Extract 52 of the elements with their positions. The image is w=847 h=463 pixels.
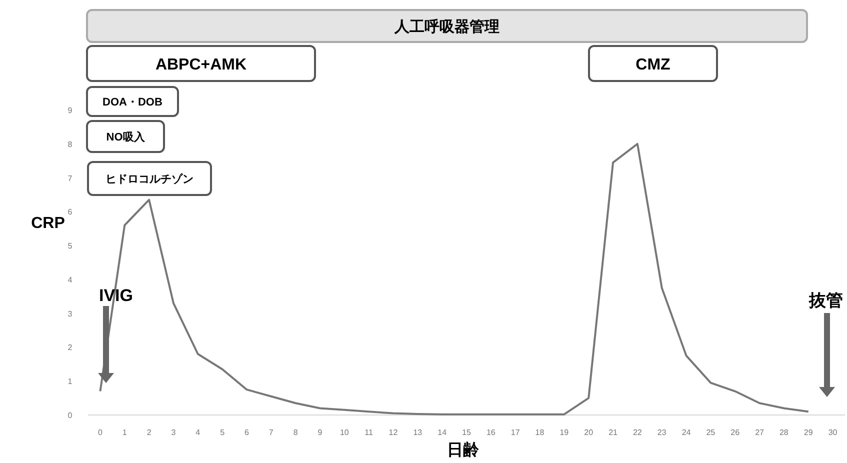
x-tick-label: 12 — [388, 428, 398, 437]
annotation: NO吸入 — [106, 130, 146, 144]
y-tick-label: 2 — [68, 343, 73, 352]
x-tick-label: 1 — [122, 428, 128, 437]
x-tick-label: 20 — [584, 428, 594, 437]
x-tick-label: 7 — [268, 428, 274, 437]
y-axis-title: CRP — [31, 215, 66, 232]
x-tick-label: 10 — [340, 428, 350, 437]
x-tick-label: 5 — [220, 428, 226, 437]
text: ABPC+AMK — [155, 56, 247, 74]
x-tick-label: 13 — [413, 428, 423, 437]
y-tick-label: 9 — [68, 106, 73, 115]
x-tick-label: 27 — [755, 428, 765, 437]
x-tick-label: 14 — [438, 428, 448, 437]
y-tick-label: 8 — [68, 140, 73, 149]
y-tick-label: 0 — [68, 411, 73, 420]
x-tick-label: 30 — [828, 428, 838, 437]
x-tick-label: 8 — [293, 428, 298, 437]
x-tick-label: 11 — [364, 428, 374, 437]
annotation: IVIG — [98, 286, 134, 305]
x-tick-label: 16 — [486, 428, 496, 437]
annotation: ヒドロコルチゾン — [106, 172, 194, 186]
x-tick-label: 15 — [462, 428, 472, 437]
y-tick-label: 7 — [68, 174, 73, 183]
x-tick-label: 28 — [780, 428, 789, 437]
y-tick-label: 6 — [68, 208, 73, 217]
x-tick-label: 24 — [682, 428, 692, 437]
text: DOA・DOB — [102, 96, 162, 108]
x-tick-label: 2 — [146, 428, 152, 437]
x-tick-label: 21 — [608, 428, 618, 437]
text: 人工呼吸器管理 — [394, 18, 500, 36]
x-tick-label: 6 — [244, 428, 250, 437]
x-axis-title: 日齢 — [447, 441, 480, 459]
y-tick-label: 5 — [68, 242, 73, 251]
x-tick-label: 23 — [657, 428, 667, 437]
x-tick-label: 0 — [98, 428, 103, 437]
line-series — [99, 142, 810, 416]
x-tick-label: 17 — [510, 428, 520, 437]
annotation: 抜管 — [808, 291, 843, 310]
x-tick-label: 9 — [318, 428, 323, 437]
x-tick-label: 26 — [730, 428, 740, 437]
x-tick-label: 3 — [171, 428, 176, 437]
y-tick-label: 4 — [68, 275, 73, 284]
y-tick-label: 3 — [68, 309, 73, 318]
x-tick-label: 18 — [535, 428, 545, 437]
text: CMZ — [636, 56, 671, 74]
x-tick-label: 19 — [560, 428, 570, 437]
x-tick-label: 22 — [632, 428, 642, 437]
y-tick-label: 1 — [68, 377, 73, 386]
x-tick-label: 29 — [804, 428, 814, 437]
x-tick-label: 4 — [196, 428, 201, 437]
x-tick-label: 25 — [706, 428, 716, 437]
